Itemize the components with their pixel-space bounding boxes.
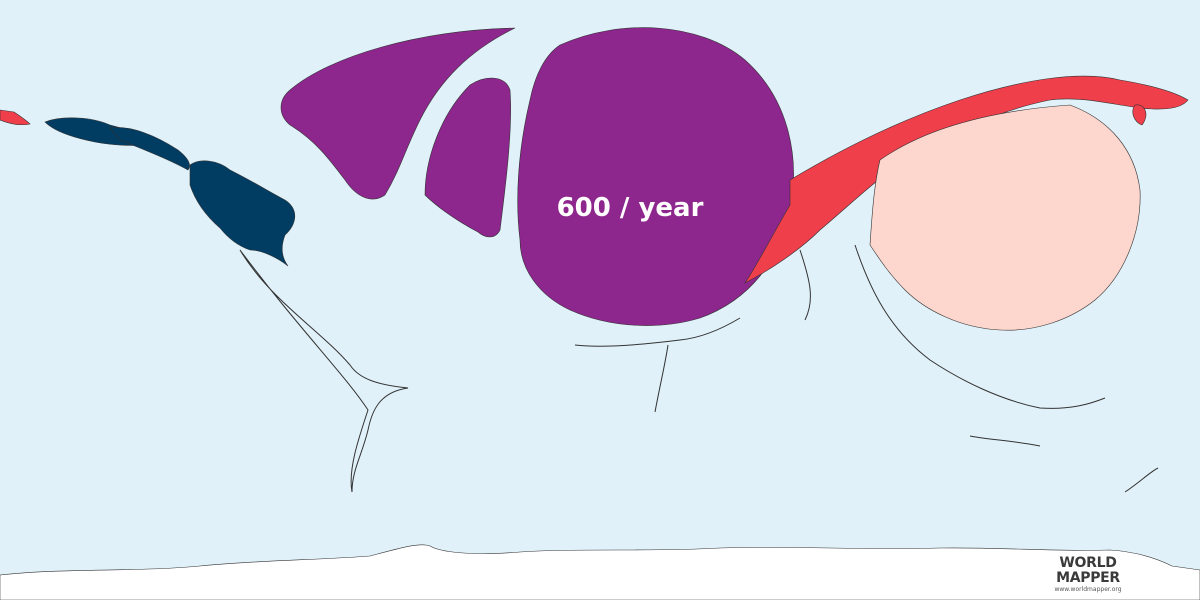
logo-line-mapper: MAPPER (1056, 570, 1120, 586)
southeast-asia-outline (854, 244, 1106, 447)
worldmapper-logo: WORLD MAPPER www.worldmapper.org (1046, 555, 1130, 594)
antarctica-shape (0, 544, 1200, 600)
europe-shape-west (280, 27, 516, 200)
europe-shape-middle (424, 77, 511, 238)
logo-line-world: WORLD (1059, 555, 1117, 571)
africa-outline (574, 249, 811, 413)
east-asia-island-shape (1132, 104, 1147, 126)
north-america-shape (189, 160, 296, 267)
east-asia-korea-japan-shape (0, 109, 31, 126)
south-asia-shape (869, 104, 1141, 331)
oceania-outline (1124, 467, 1159, 493)
central-south-america-outline (239, 249, 409, 493)
europe-shape-east (517, 27, 794, 326)
logo-url: www.worldmapper.org (1054, 586, 1122, 593)
value-label: 600 / year (556, 193, 704, 223)
east-asia-shape (744, 75, 1189, 284)
alaska-shape (109, 127, 190, 171)
